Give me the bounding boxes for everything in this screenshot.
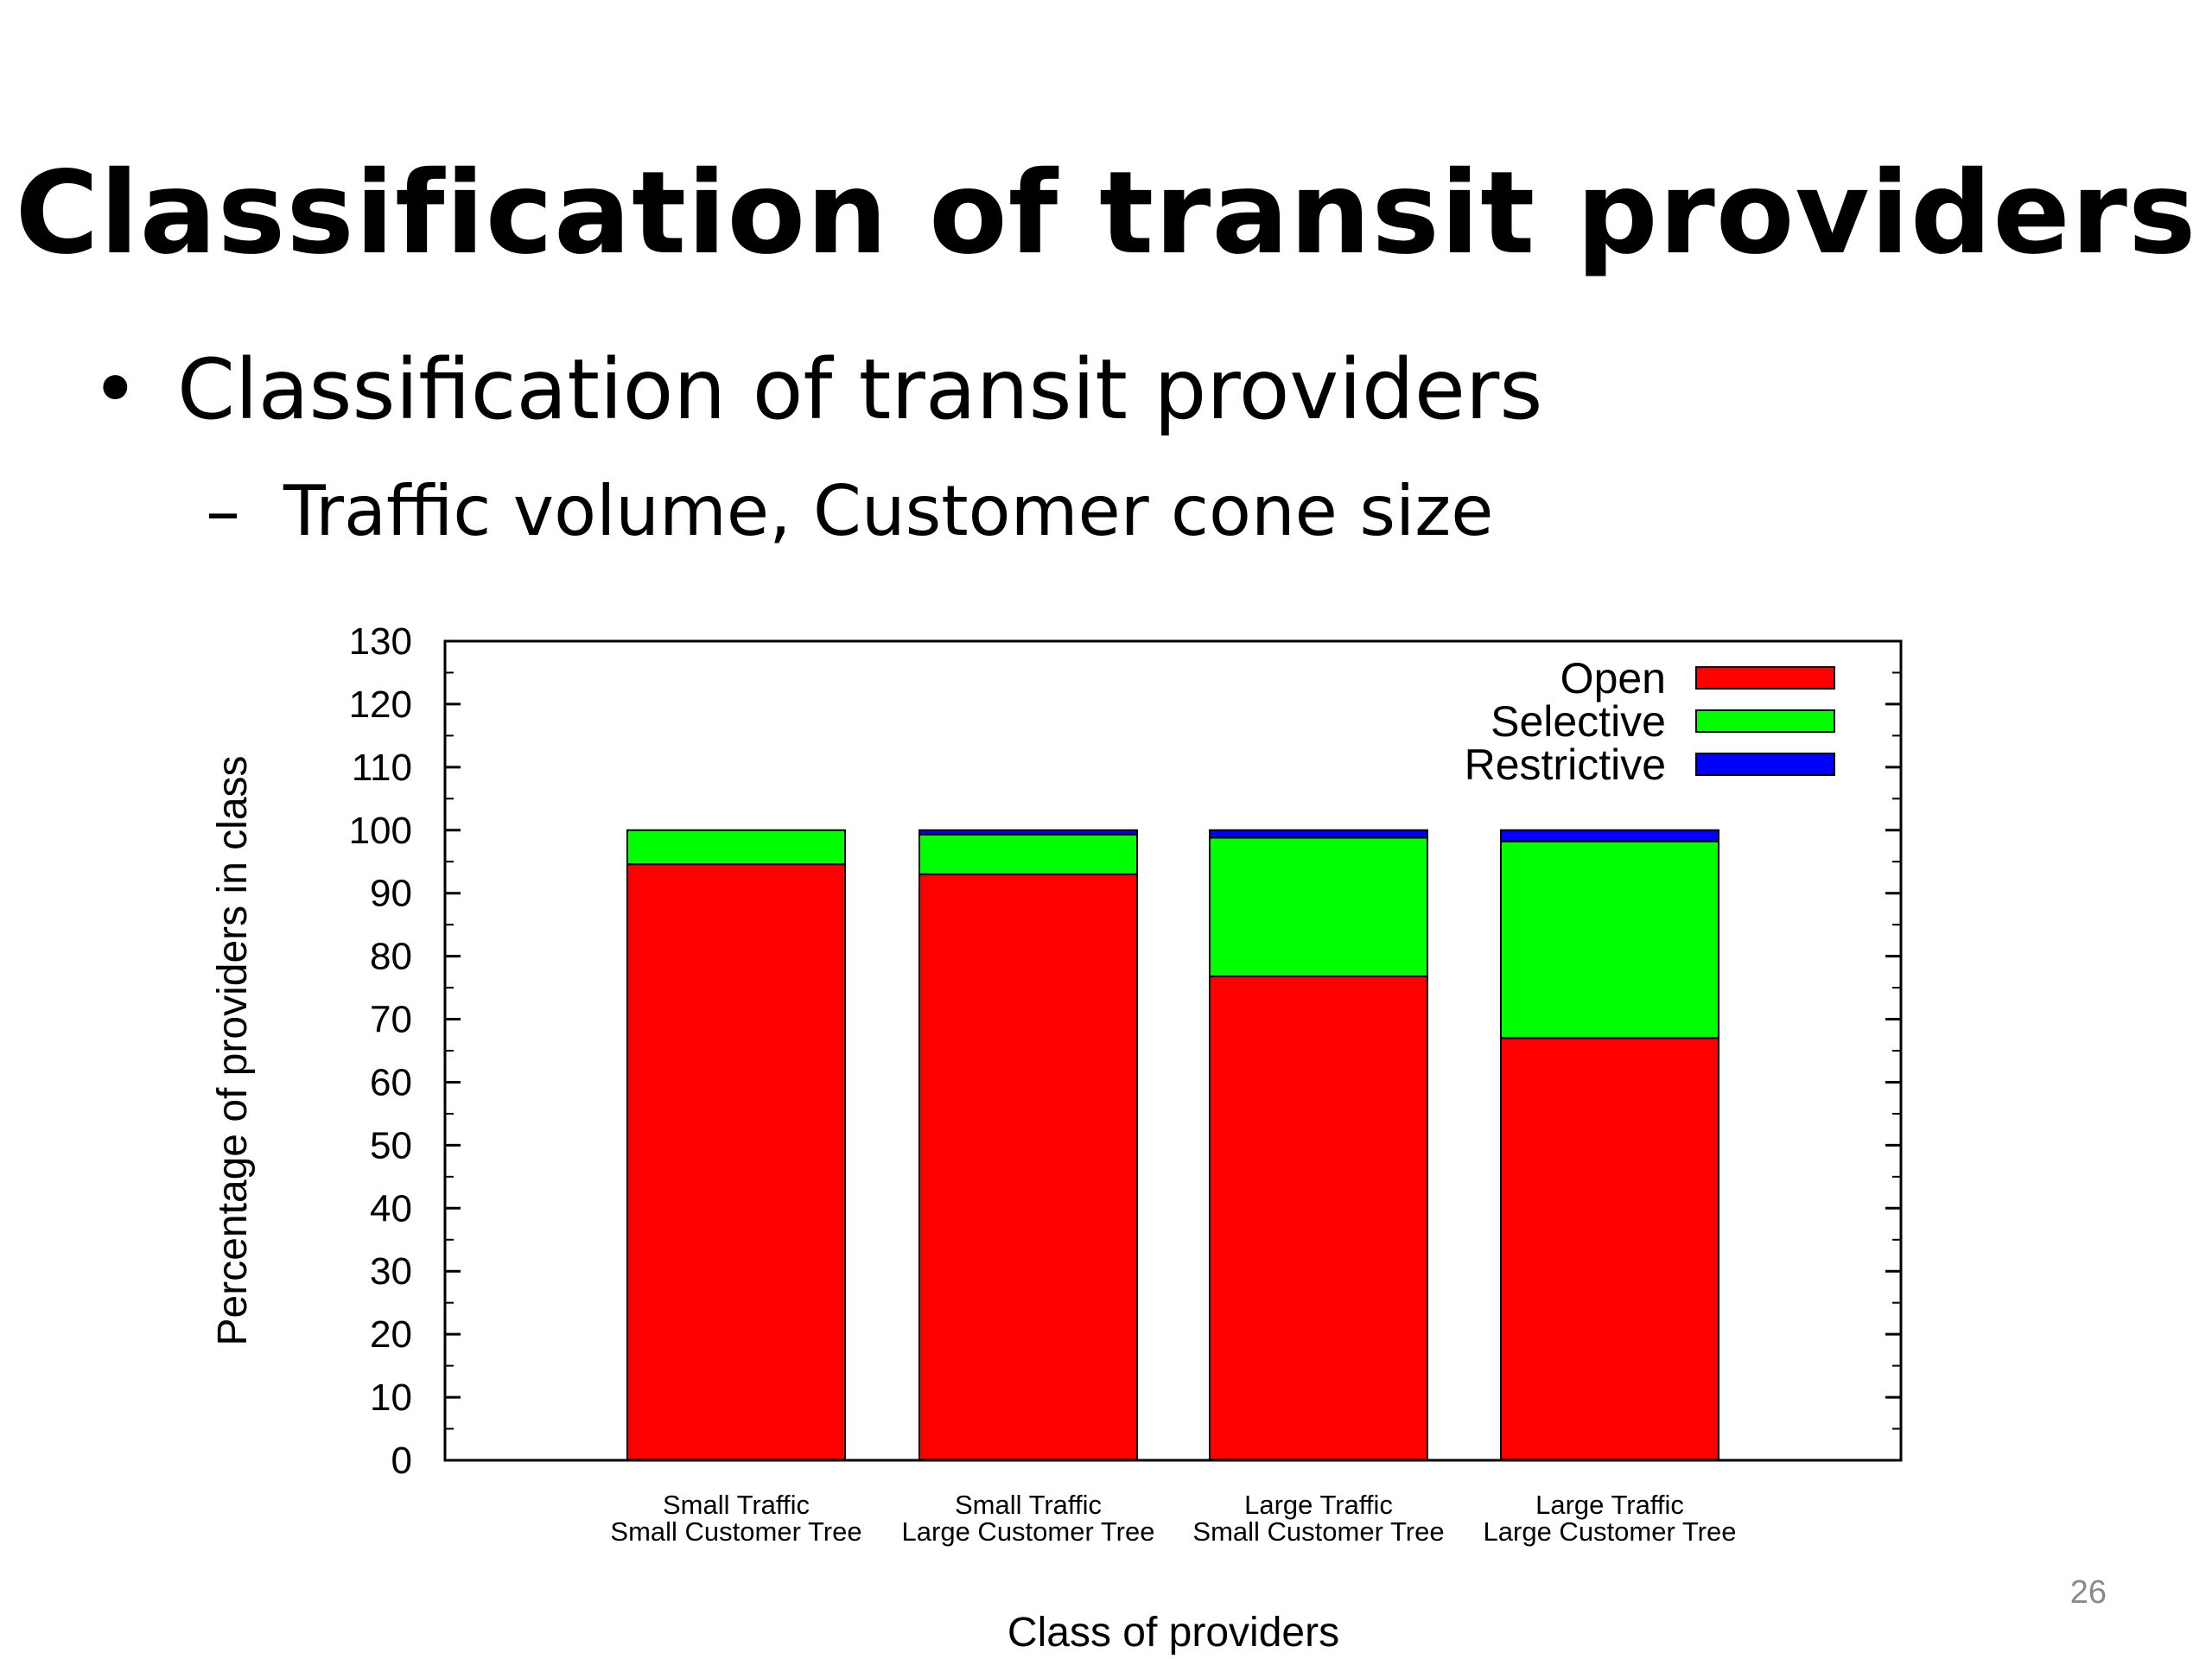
y-tick-label: 50 bbox=[370, 1124, 412, 1166]
bar-segment-selective bbox=[1500, 840, 1719, 1039]
bar-segment-restrictive bbox=[1209, 829, 1428, 839]
legend-swatch-selective bbox=[1695, 709, 1835, 733]
x-category-label: Large Customer Tree bbox=[1484, 1516, 1737, 1547]
bullet-level-2: – Traffic volume, Customer cone size bbox=[206, 471, 1493, 551]
x-category-label: Large Traffic bbox=[1535, 1490, 1684, 1520]
x-category-label: Large Customer Tree bbox=[902, 1516, 1155, 1547]
x-category-label: Large Traffic bbox=[1244, 1490, 1393, 1520]
y-tick-label: 120 bbox=[349, 683, 412, 726]
bar-segment-open bbox=[918, 873, 1138, 1461]
y-tick-label: 80 bbox=[370, 936, 412, 978]
y-tick-label: 110 bbox=[352, 747, 412, 789]
x-category-label: Small Customer Tree bbox=[1192, 1516, 1444, 1547]
legend-label-open: Open bbox=[1560, 654, 1666, 702]
y-axis-title: Percentage of providers in class bbox=[210, 755, 256, 1345]
bar-segment-restrictive bbox=[1500, 829, 1719, 842]
bullet-text: Classification of transit providers bbox=[177, 341, 1543, 438]
y-ticks: 0 10 20 30 40 50 60 70 80 90 100 110 120 130 bbox=[349, 620, 1901, 1482]
x-category-label: Small Traffic bbox=[955, 1490, 1102, 1520]
legend-label-selective: Selective bbox=[1491, 697, 1666, 746]
bar-segment-restrictive bbox=[918, 829, 1138, 836]
sub-bullet-marker: – bbox=[206, 471, 240, 551]
y-tick-label: 40 bbox=[370, 1187, 412, 1230]
legend-swatch-open bbox=[1695, 666, 1835, 690]
y-tick-label: 20 bbox=[370, 1313, 412, 1356]
y-tick-label: 30 bbox=[370, 1250, 412, 1293]
bullet-level-1: • Classification of transit providers bbox=[91, 341, 1542, 438]
legend-label-restrictive: Restrictive bbox=[1465, 741, 1666, 789]
bar-segment-open bbox=[1500, 1037, 1719, 1462]
sub-bullet-text: Traffic volume, Customer cone size bbox=[283, 471, 1494, 551]
bar-segment-selective bbox=[918, 833, 1138, 875]
x-axis-title: Class of providers bbox=[1007, 1610, 1339, 1656]
x-category-label: Small Customer Tree bbox=[610, 1516, 861, 1547]
slide-title: Classification of transit providers bbox=[15, 147, 2197, 280]
bar-segment-selective bbox=[626, 829, 846, 866]
y-tick-label: 70 bbox=[370, 999, 412, 1041]
y-tick-label: 130 bbox=[349, 620, 412, 663]
y-tick-label: 0 bbox=[391, 1440, 412, 1482]
y-tick-label: 10 bbox=[370, 1376, 412, 1419]
bars-layer bbox=[626, 829, 1719, 1462]
y-tick-label: 100 bbox=[349, 810, 412, 852]
x-category-label: Small Traffic bbox=[663, 1490, 810, 1520]
bar-segment-open bbox=[626, 863, 846, 1461]
legend-swatch-restrictive bbox=[1695, 753, 1835, 776]
page-number: 26 bbox=[2069, 1574, 2107, 1611]
y-tick-label: 60 bbox=[370, 1061, 412, 1103]
bar-segment-open bbox=[1209, 975, 1428, 1462]
bullet-marker: • bbox=[91, 341, 140, 438]
y-tick-label: 90 bbox=[370, 873, 412, 915]
bar-segment-selective bbox=[1209, 836, 1428, 977]
